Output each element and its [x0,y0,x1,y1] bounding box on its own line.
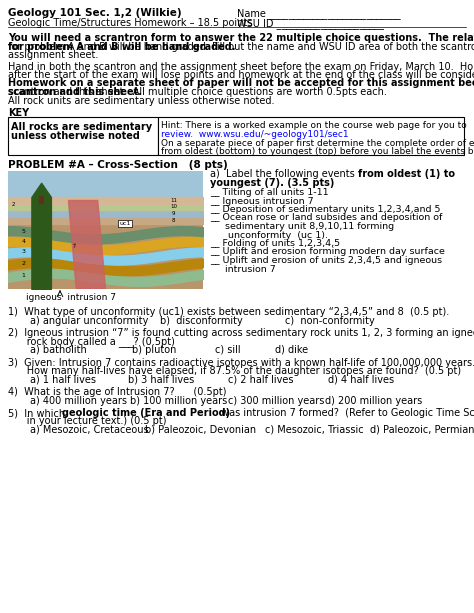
Text: from oldest (1) to: from oldest (1) to [358,169,455,179]
Text: d) Paleozoic, Permian: d) Paleozoic, Permian [370,425,474,435]
Text: 7: 7 [72,243,77,249]
Text: a) angular unconformity: a) angular unconformity [30,316,148,326]
Text: All rock units are sedimentary unless otherwise noted.: All rock units are sedimentary unless ot… [8,96,274,105]
Text: __ Igneous intrusion 7: __ Igneous intrusion 7 [210,197,314,205]
Bar [158,116,464,154]
Text: unless otherwise noted: unless otherwise noted [11,131,140,141]
Text: d) dike: d) dike [275,345,308,355]
Text: d) 200 million years: d) 200 million years [325,395,422,406]
Text: You will need a scrantron form to answer the 22 multiple choice questions.  The : You will need a scrantron form to answer… [8,33,474,43]
Text: unconformity  (uc 1).: unconformity (uc 1). [210,230,328,240]
Text: 5)  In which: 5) In which [8,408,68,418]
Text: intrusion 7: intrusion 7 [210,264,276,273]
Text: WSU ID ______________________: WSU ID ______________________ [237,18,384,29]
Text: 2: 2 [22,261,26,265]
Text: was intrusion 7 formed?  (Refer to Geologic Time Scale on page 360: was intrusion 7 formed? (Refer to Geolog… [218,408,474,418]
Text: youngest (7). (3.5 pts): youngest (7). (3.5 pts) [210,178,334,188]
Bar [39,196,43,203]
Text: 9: 9 [172,211,175,216]
Text: Hint: There is a worked example on the course web page for you to: Hint: There is a worked example on the c… [161,121,467,131]
Text: after the start of the exam will lose points and homework at the end of the clas: after the start of the exam will lose po… [8,70,474,80]
Text: a) batholith: a) batholith [30,345,87,355]
Text: for problem A and B will be hand graded. Fill out the name and WSU ID area of bo: for problem A and B will be hand graded.… [8,42,474,51]
Text: 11: 11 [170,198,177,203]
Text: 1)  What type of unconformity (uc1) exists between sedimentary “2,3,4,5” and 8  : 1) What type of unconformity (uc1) exist… [8,307,449,317]
Text: c) Mesozoic, Triassic: c) Mesozoic, Triassic [265,425,364,435]
Text: 5: 5 [22,229,26,234]
Text: 8: 8 [172,218,175,223]
Text: Geologic Time/Structures Homework – 18.5 points: Geologic Time/Structures Homework – 18.5… [8,18,252,28]
Bar [8,116,158,154]
Text: c) 300 million years: c) 300 million years [228,395,324,406]
Text: from oldest (bottom) to youngest (top) before you label the events below.: from oldest (bottom) to youngest (top) b… [161,147,474,156]
Text: a) Mesozoic, Cretaceous: a) Mesozoic, Cretaceous [30,425,149,435]
Text: assignment sheet.: assignment sheet. [8,50,99,60]
Text: 10: 10 [170,204,177,209]
Text: a) 400 million years: a) 400 million years [30,395,127,406]
Bar [8,171,203,200]
Text: sedimentary unit 8,9,10,11 forming: sedimentary unit 8,9,10,11 forming [210,222,394,231]
Polygon shape [68,200,106,289]
Text: c)  non-conformity: c) non-conformity [285,316,375,326]
Text: scantron and this sheet.  All multiple choice questions are worth 0.5pts each.: scantron and this sheet. All multiple ch… [8,87,387,97]
Text: a) 1 half lives: a) 1 half lives [30,375,96,384]
Text: b) 3 half lives: b) 3 half lives [128,375,194,384]
Text: 1: 1 [22,273,26,278]
Text: 4: 4 [22,239,26,244]
Text: for problem A and B will be hand graded.: for problem A and B will be hand graded. [8,42,236,51]
Text: __ Ocean rose or land subsides and deposition of: __ Ocean rose or land subsides and depos… [210,213,442,223]
Text: 2: 2 [12,202,16,207]
Text: c) sill: c) sill [215,345,241,355]
Text: Homework on a separate sheet of paper will not be accepted for this assignment b: Homework on a separate sheet of paper wi… [8,78,474,88]
Text: __ Folding of units 1,2,3,4,5: __ Folding of units 1,2,3,4,5 [210,239,340,248]
Text: 3)  Given: Intrusion 7 contains radioactive isotopes with a known half-life of 1: 3) Given: Intrusion 7 contains radioacti… [8,357,474,368]
Text: __ Uplift and erosion of units 2,3,4,5 and igneous: __ Uplift and erosion of units 2,3,4,5 a… [210,256,442,265]
Text: KEY: KEY [8,108,29,118]
Text: geologic time (Era and Period): geologic time (Era and Period) [62,408,230,418]
Text: 2)  Igneous intrusion “7” is found cutting across sedimentary rock units 1, 2, 3: 2) Igneous intrusion “7” is found cuttin… [8,328,474,338]
Text: b) Paleozoic, Devonian: b) Paleozoic, Devonian [145,425,256,435]
Text: __ Tilting of all units 1-11: __ Tilting of all units 1-11 [210,188,328,197]
Text: Geology 101 Sec. 1,2 (Wilkie): Geology 101 Sec. 1,2 (Wilkie) [8,8,182,18]
Text: 4)  What is the age of Intrusion 7?      (0.5pt): 4) What is the age of Intrusion 7? (0.5p… [8,387,227,397]
Text: b) 100 million years: b) 100 million years [130,395,227,406]
Text: Name ___________________________: Name ___________________________ [237,8,401,19]
Text: PROBLEM #A – Cross-Section   (8 pts): PROBLEM #A – Cross-Section (8 pts) [8,161,228,170]
Text: b)  disconformity: b) disconformity [160,316,243,326]
Text: rock body called a ___? (0.5pt): rock body called a ___? (0.5pt) [8,337,175,348]
Text: review.  www.wsu.edu/~geology101/sec1: review. www.wsu.edu/~geology101/sec1 [161,130,348,139]
Text: __ Deposition of sedimentary units 1,2,3,4,and 5: __ Deposition of sedimentary units 1,2,3… [210,205,440,214]
Text: On a separate piece of paper first determine the complete order of events: On a separate piece of paper first deter… [161,139,474,148]
Text: Hand in both the scantron and the assignment sheet before the exam on Friday, Ma: Hand in both the scantron and the assign… [8,61,474,72]
Text: a)  Label the following events: a) Label the following events [210,169,358,179]
Text: uc1: uc1 [119,221,131,226]
Text: d) 4 half lives: d) 4 half lives [328,375,394,384]
Text: igneous  intrusion 7: igneous intrusion 7 [26,293,116,302]
Text: b) pluton: b) pluton [132,345,176,355]
Text: How many half-lives have elapsed, if 87.5% of the daughter isotopes are found?  : How many half-lives have elapsed, if 87.… [8,366,461,376]
Text: __ Uplift and erosion forming modern day surface: __ Uplift and erosion forming modern day… [210,248,445,256]
Text: in your lecture text.) (0.5 pt): in your lecture text.) (0.5 pt) [8,416,166,427]
Text: c) 2 half lives: c) 2 half lives [228,375,293,384]
Text: scantron and this sheet.: scantron and this sheet. [8,87,142,97]
Text: All rocks are sedimentary: All rocks are sedimentary [11,123,152,132]
Text: 3: 3 [22,249,26,254]
